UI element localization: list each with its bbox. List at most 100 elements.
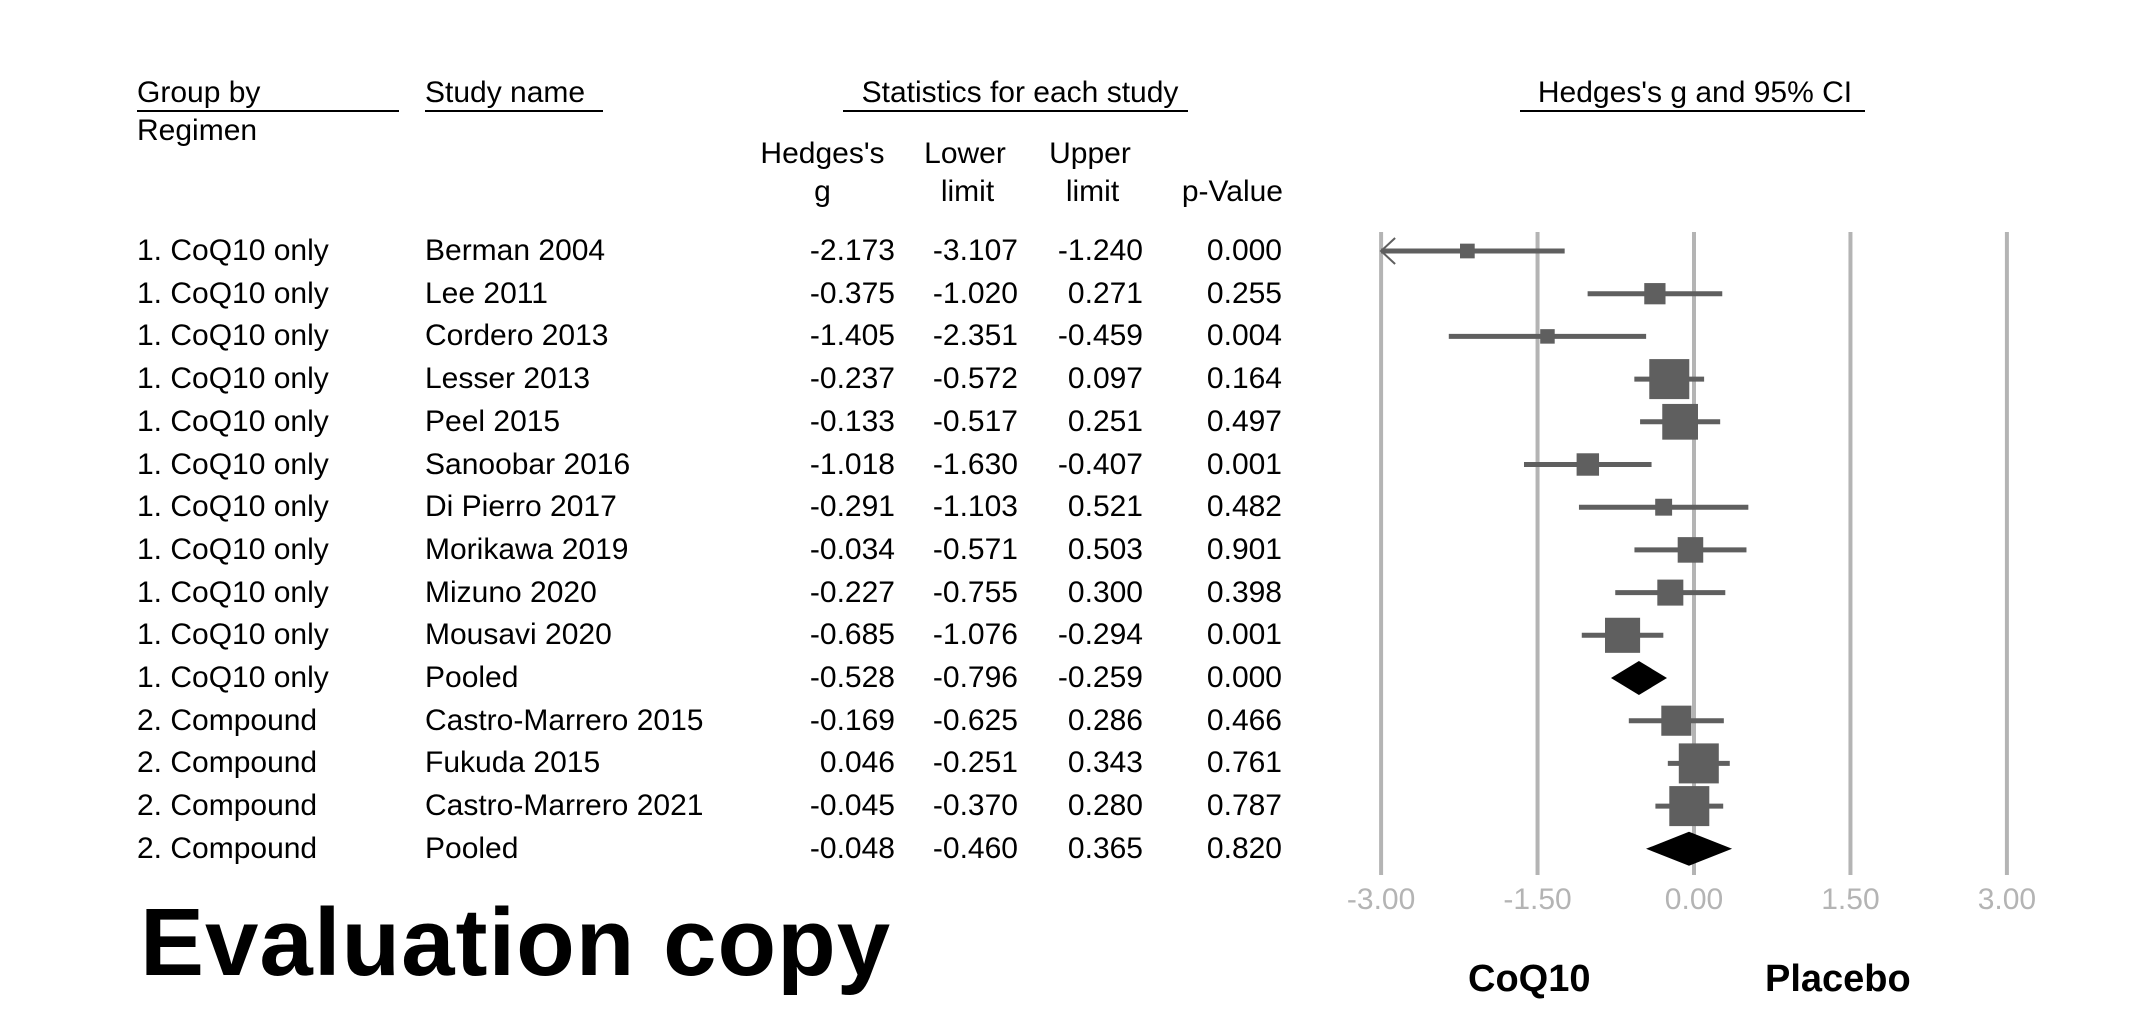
row-upper: -0.259 [1057, 661, 1143, 694]
row-p-value: 0.398 [1206, 575, 1282, 609]
row-group: 1. CoQ10 only [137, 575, 329, 609]
row-lower: -0.796 [932, 661, 1018, 694]
row-study: Mousavi 2020 [425, 618, 612, 652]
header-study-name-underline [425, 110, 603, 112]
header-g-2: g [814, 175, 831, 208]
row-lower: -1.020 [932, 276, 1018, 310]
row-group: 1. CoQ10 only [137, 234, 329, 267]
row-p-value: 0.255 [1206, 276, 1282, 310]
effect-marker [1669, 786, 1710, 827]
row-group: 2. Compound [137, 703, 318, 737]
row-g: -0.237 [809, 362, 895, 396]
row-g: -1.018 [809, 447, 895, 481]
row-upper: 0.365 [1067, 831, 1143, 865]
row-study: Castro-Marrero 2015 [425, 703, 704, 737]
row-g: -0.133 [809, 404, 895, 438]
watermark: Evaluation copy [140, 889, 892, 996]
row-lower: -0.625 [932, 703, 1018, 737]
effect-marker [1655, 498, 1673, 516]
header-upper-2: limit [1065, 175, 1120, 208]
row-study: Lee 2011 [425, 276, 548, 310]
row-upper: 0.503 [1067, 532, 1143, 566]
row-g: -0.291 [809, 490, 895, 524]
row-lower: -0.460 [932, 831, 1018, 865]
effect-marker [1662, 403, 1698, 440]
row-upper: 0.251 [1067, 404, 1143, 438]
row-g: -0.685 [809, 618, 895, 652]
header-stats-underline [843, 110, 1188, 112]
row-upper: 0.300 [1067, 575, 1143, 609]
row-lower: -1.076 [932, 618, 1018, 652]
pooled-diamond [1646, 831, 1733, 866]
row-upper: 0.286 [1067, 703, 1143, 737]
pooled-diamond [1610, 661, 1667, 695]
row-p-value: 0.482 [1206, 490, 1282, 524]
row-p-value: 0.000 [1206, 661, 1282, 694]
row-lower: -3.107 [932, 234, 1018, 267]
row-group: 1. CoQ10 only [137, 490, 329, 524]
row-study: Castro-Marrero 2021 [425, 789, 704, 823]
row-group: 1. CoQ10 only [137, 447, 329, 481]
row-upper: -1.240 [1057, 234, 1143, 267]
row-group: 1. CoQ10 only [137, 532, 329, 566]
row-group: 2. Compound [137, 746, 318, 780]
row-upper: 0.280 [1067, 789, 1143, 823]
row-upper: 0.097 [1067, 362, 1143, 396]
effect-marker [1657, 579, 1684, 606]
row-p-value: 0.901 [1206, 532, 1282, 566]
row-p-value: 0.001 [1206, 447, 1282, 481]
row-upper: -0.459 [1057, 319, 1143, 353]
row-group: 2. Compound [137, 831, 318, 865]
row-upper: 0.521 [1067, 490, 1143, 524]
header-regimen: Regimen [137, 114, 258, 147]
row-lower: -0.571 [932, 532, 1018, 566]
effect-marker [1605, 617, 1641, 653]
row-g: -0.169 [809, 703, 895, 737]
row-group: 1. CoQ10 only [137, 404, 329, 438]
row-g: -0.048 [809, 831, 895, 865]
row-lower: -0.572 [932, 362, 1018, 396]
row-lower: -0.755 [932, 575, 1018, 609]
row-g: -0.528 [809, 661, 895, 694]
row-lower: -0.517 [932, 404, 1018, 438]
header-study-name: Study name [425, 76, 586, 109]
effect-marker [1576, 453, 1600, 476]
row-g: 0.046 [819, 746, 895, 780]
row-p-value: 0.004 [1206, 319, 1282, 353]
row-study: Di Pierro 2017 [425, 490, 617, 524]
header-lower-1: Lower [924, 137, 1006, 170]
row-g: -1.405 [809, 319, 895, 353]
row-study: Fukuda 2015 [425, 746, 601, 780]
row-p-value: 0.787 [1206, 789, 1282, 823]
effect-marker [1677, 537, 1704, 563]
row-group: 1. CoQ10 only [137, 661, 329, 694]
row-study: Peel 2015 [425, 404, 561, 438]
plot-title: Hedges's g and 95% CI [1537, 76, 1853, 109]
header-stats: Statistics for each study [861, 76, 1179, 109]
row-study: Sanoobar 2016 [425, 447, 631, 481]
row-g: -0.227 [809, 575, 895, 609]
row-lower: -0.370 [932, 789, 1018, 823]
row-p-value: 0.466 [1206, 703, 1282, 737]
row-p-value: 0.000 [1206, 234, 1282, 267]
arrow-icon [1379, 237, 1396, 265]
axis-label-right: Placebo [1765, 958, 1911, 1000]
row-group: 1. CoQ10 only [137, 618, 329, 652]
row-p-value: 0.164 [1206, 362, 1282, 396]
row-g: -0.045 [809, 789, 895, 823]
row-study: Lesser 2013 [425, 362, 591, 396]
x-tick-label: -1.50 [1503, 883, 1571, 916]
row-upper: -0.294 [1057, 618, 1143, 652]
row-study: Mizuno 2020 [425, 575, 597, 609]
row-g: -2.173 [809, 234, 895, 267]
row-lower: -1.103 [932, 490, 1018, 524]
row-group: 2. Compound [137, 789, 318, 823]
header-group-by: Group by [137, 76, 261, 109]
row-p-value: 0.820 [1206, 831, 1282, 865]
row-upper: 0.271 [1067, 276, 1143, 310]
effect-marker [1678, 743, 1719, 784]
plot-title-underline [1520, 110, 1865, 112]
effect-marker [1460, 243, 1475, 259]
x-tick-label: -3.00 [1347, 883, 1415, 916]
